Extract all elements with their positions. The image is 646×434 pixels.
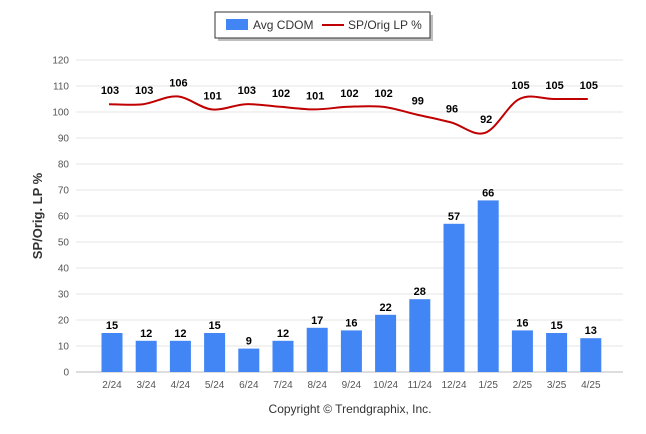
bar <box>101 333 123 372</box>
line-value-label: 105 <box>511 80 529 92</box>
bar <box>580 338 602 372</box>
bar <box>443 223 465 372</box>
y-tick-label: 50 <box>58 238 70 249</box>
data-labels: 15 12 12 15 9 12 17 16 22 28 57 66 16 15 13 103 103 106 10… <box>101 77 598 347</box>
bar-value-label: 12 <box>277 328 289 340</box>
bar <box>204 333 226 372</box>
x-tick-label: 4/25 <box>581 380 601 391</box>
line-value-label: 103 <box>238 85 256 97</box>
bar-value-label: 9 <box>246 336 252 348</box>
line-value-label: 103 <box>101 85 119 97</box>
bar-value-label: 15 <box>106 320 118 332</box>
bar-value-label: 12 <box>140 328 152 340</box>
legend: Avg CDOM SP/Orig LP % <box>214 11 433 41</box>
bar-value-label: 16 <box>516 317 528 329</box>
bar <box>511 330 533 372</box>
grid-lines <box>76 59 623 373</box>
line-value-label: 101 <box>306 90 324 102</box>
x-tick-label: 5/24 <box>205 380 225 391</box>
x-tick-label: 8/24 <box>307 380 327 391</box>
bar-value-label: 13 <box>585 325 597 337</box>
x-tick-label: 1/25 <box>478 380 498 391</box>
bar-value-label: 28 <box>414 286 426 298</box>
y-tick-label: 60 <box>58 212 70 223</box>
bar <box>238 348 260 372</box>
line-series <box>108 95 588 135</box>
x-tick-label: 7/24 <box>273 380 293 391</box>
line-value-label: 96 <box>446 103 458 115</box>
y-axis-label: SP/Orig. LP % <box>30 172 45 259</box>
bar-value-label: 17 <box>311 315 323 327</box>
line-value-label: 99 <box>412 96 424 108</box>
line-value-label: 101 <box>203 90 221 102</box>
x-tick-label: 10/24 <box>373 380 398 391</box>
bar <box>477 200 499 372</box>
line-value-label: 102 <box>340 88 358 100</box>
bar <box>409 299 431 372</box>
bar-value-label: 15 <box>550 320 562 332</box>
y-tick-label: 120 <box>52 56 69 67</box>
line-value-label: 105 <box>580 80 598 92</box>
y-tick-label: 40 <box>58 264 70 275</box>
bar <box>272 340 294 372</box>
x-tick-label: 6/24 <box>239 380 259 391</box>
bar <box>546 333 568 372</box>
x-tick-label: 4/24 <box>171 380 191 391</box>
y-tick-label: 80 <box>58 160 70 171</box>
x-tick-label: 11/24 <box>408 380 433 391</box>
line-value-label: 102 <box>272 88 290 100</box>
y-tick-label: 0 <box>63 368 69 379</box>
bar-series <box>101 200 602 372</box>
line-value-label: 106 <box>169 77 187 89</box>
x-tick-label: 3/24 <box>136 380 156 391</box>
credit-text: Copyright © Trendgraphix, Inc. <box>269 402 432 416</box>
y-tick-label: 110 <box>53 82 69 93</box>
bar-value-label: 57 <box>448 211 460 223</box>
y-tick-label: 90 <box>58 134 70 145</box>
line-value-label: 92 <box>480 114 492 126</box>
y-tick-label: 100 <box>52 108 69 119</box>
bar-value-label: 12 <box>174 328 186 340</box>
y-tick-label: 20 <box>58 316 70 327</box>
bar-value-label: 66 <box>482 187 494 199</box>
x-tick-label: 9/24 <box>342 380 362 391</box>
bar <box>340 330 362 372</box>
line-value-label: 103 <box>135 85 153 97</box>
x-tick-label: 2/24 <box>102 380 122 391</box>
line-value-label: 105 <box>545 80 563 92</box>
legend-label-bar: Avg CDOM <box>253 18 313 32</box>
x-axis-ticks: 2/24 3/24 4/24 5/24 6/24 7/24 8/24 9/24 10/24 11/… <box>102 380 601 391</box>
y-tick-label: 30 <box>58 290 70 301</box>
bar <box>375 314 397 372</box>
bar-value-label: 15 <box>208 320 220 332</box>
bar-value-label: 16 <box>345 317 357 329</box>
bar <box>135 340 157 372</box>
bar <box>306 327 328 372</box>
x-tick-label: 2/25 <box>513 380 533 391</box>
legend-swatch-bar <box>226 19 248 30</box>
legend-label-line: SP/Orig LP % <box>348 18 422 32</box>
y-tick-label: 10 <box>58 342 70 353</box>
x-tick-label: 12/24 <box>441 380 466 391</box>
y-tick-label: 70 <box>58 186 70 197</box>
line-value-label: 102 <box>374 88 392 100</box>
y-axis-ticks: 0 10 20 30 40 50 60 70 80 90 100 110 120 <box>52 56 69 379</box>
x-tick-label: 3/25 <box>547 380 567 391</box>
line-series-path <box>108 95 588 135</box>
bar <box>169 340 191 372</box>
bar-value-label: 22 <box>379 302 391 314</box>
